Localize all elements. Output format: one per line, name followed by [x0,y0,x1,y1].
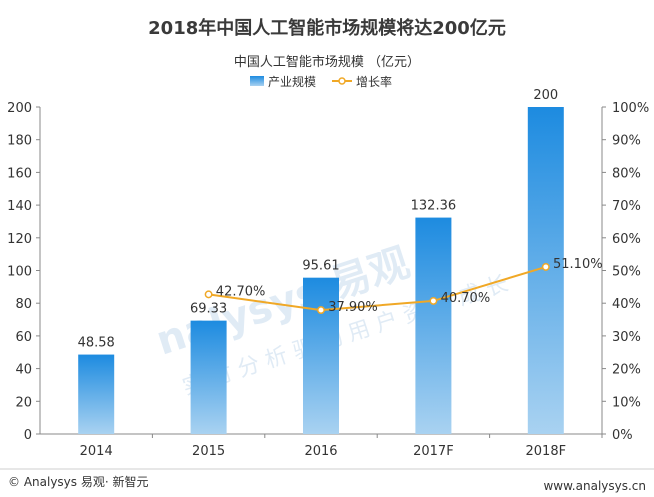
left-tick-label: 120 [7,232,32,247]
x-tick-label: 2016 [304,444,337,459]
right-tick-label: 60% [612,232,641,247]
right-tick-label: 90% [612,134,641,149]
right-tick-label: 30% [612,330,641,345]
left-tick-label: 60 [15,330,32,345]
legend-bar-label: 产业规模 [268,74,316,89]
left-tick-label: 20 [15,395,32,410]
right-axis-ticks: 0% 10% 20% 30% 40% 50% 60% 70% 80% 90% 100% [602,101,649,443]
growth-point [317,306,325,315]
growth-point [541,262,550,271]
x-tick-label: 2014 [80,444,113,459]
right-tick-label: 100% [612,101,649,116]
footer-url: www.analysys.cn [543,479,646,493]
left-tick-label: 200 [7,101,32,116]
right-tick-label: 20% [612,363,641,378]
growth-rate-label: 42.70% [216,284,266,299]
growth-line-series [204,262,550,315]
x-tick-label: 2017F [413,444,454,459]
bar-value-label: 132.36 [411,199,457,214]
left-tick-label: 140 [7,199,32,214]
legend-line-label: 增长率 [356,74,392,89]
growth-point [429,296,438,305]
left-tick-label: 0 [24,428,32,443]
x-axis-ticks: 2014 2015 2016 2017F 2018F [80,434,603,459]
bar-value-label: 69.33 [190,302,227,317]
growth-rate-label: 51.10% [553,257,603,272]
growth-point [204,290,213,299]
left-tick-label: 100 [7,265,32,280]
right-tick-label: 50% [612,265,641,280]
left-tick-label: 180 [7,134,32,149]
footer-copyright: © Analysys 易观· 新智元 [8,474,148,489]
chart-subtitle: 中国人工智能市场规模 （亿元） [234,54,420,70]
growth-line [208,265,547,312]
growth-rate-label: 40.70% [441,291,491,306]
right-tick-label: 80% [612,166,641,181]
bar [190,320,227,434]
bar [303,277,339,434]
bar-value-labels: 48.58 69.33 95.61 132.36 200 [78,88,559,351]
growth-rate-label: 37.90% [328,300,378,315]
growth-rate-labels: 42.70% 37.90% 40.70% 51.10% [216,257,603,315]
bar-value-label: 95.61 [302,259,339,274]
chart-title: 2018年中国人工智能市场规模将达200亿元 [148,17,506,39]
left-tick-label: 160 [7,166,32,181]
x-tick-label: 2015 [192,444,225,459]
left-tick-label: 40 [15,363,32,378]
legend-bar-swatch [250,76,264,86]
bar-value-label: 200 [533,88,558,103]
right-tick-label: 10% [612,395,641,410]
right-tick-label: 0% [612,428,633,443]
legend-line-marker [338,77,346,85]
left-axis-ticks: 0 20 40 60 80 100 120 140 160 180 200 [7,101,40,443]
right-tick-label: 70% [612,199,641,214]
bar [78,354,115,434]
legend: 产业规模 增长率 [250,74,392,89]
left-tick-label: 80 [15,297,32,312]
bar-value-label: 48.58 [78,336,115,351]
bar [415,217,452,434]
right-tick-label: 40% [612,297,641,312]
x-tick-label: 2018F [526,444,567,459]
